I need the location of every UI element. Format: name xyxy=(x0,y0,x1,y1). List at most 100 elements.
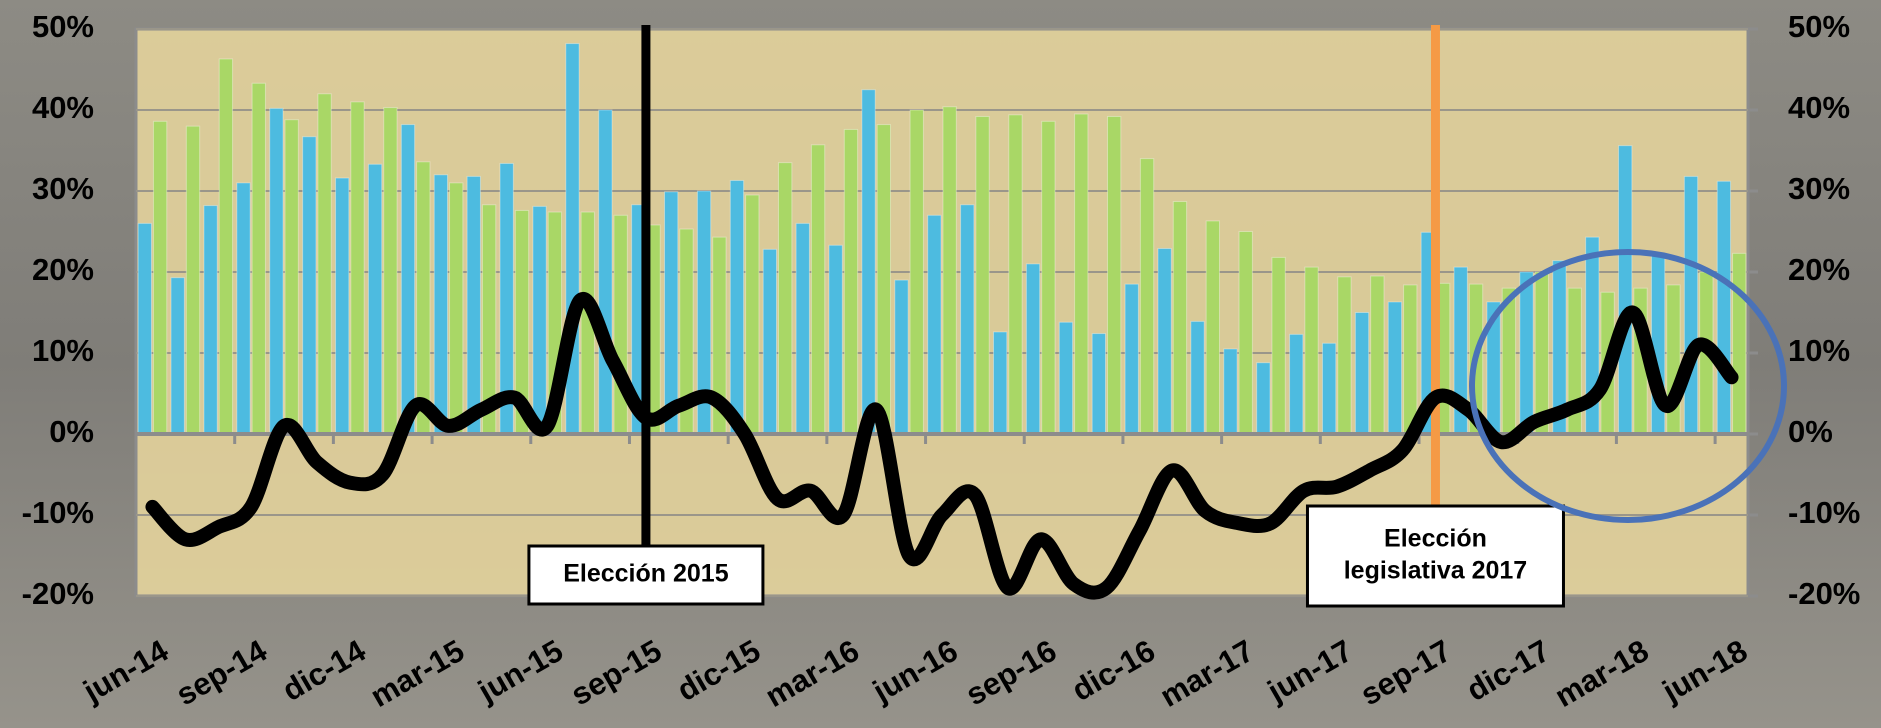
bar xyxy=(186,126,199,434)
bar xyxy=(1158,249,1171,434)
bar xyxy=(351,102,364,434)
y-tick-label: -20% xyxy=(22,576,94,611)
bar xyxy=(237,183,250,434)
bar xyxy=(829,245,842,434)
bar xyxy=(1042,121,1055,434)
bar xyxy=(1717,181,1730,434)
y2-tick-label: -10% xyxy=(1788,495,1860,530)
x-tick-label: mar-16 xyxy=(759,633,865,714)
bar xyxy=(1206,221,1219,434)
bar xyxy=(993,332,1006,434)
bar xyxy=(417,162,430,434)
bar xyxy=(450,183,463,434)
bar xyxy=(1305,267,1318,434)
x-tick-label: dic-16 xyxy=(1066,633,1161,708)
bar xyxy=(1125,284,1138,434)
x-tick-label: mar-18 xyxy=(1549,633,1655,714)
bar xyxy=(1075,114,1088,434)
bar xyxy=(961,205,974,434)
bar xyxy=(138,223,151,434)
y2-tick-label: 50% xyxy=(1788,9,1850,44)
bar xyxy=(895,280,908,434)
bar xyxy=(1173,202,1186,434)
y-tick-label: 10% xyxy=(32,333,94,368)
bar xyxy=(599,110,612,434)
bar xyxy=(171,278,184,434)
bar xyxy=(1619,146,1632,434)
bar xyxy=(1009,115,1022,434)
y2-tick-label: -20% xyxy=(1788,576,1860,611)
y2-tick-label: 10% xyxy=(1788,333,1850,368)
y-tick-label: 40% xyxy=(32,90,94,125)
y-tick-label: 30% xyxy=(32,171,94,206)
bar xyxy=(153,121,166,434)
y-tick-label: 50% xyxy=(32,9,94,44)
x-tick-label: sep-17 xyxy=(1354,633,1457,712)
bar xyxy=(219,59,232,434)
bar xyxy=(928,215,941,434)
y2-tick-label: 30% xyxy=(1788,171,1850,206)
bar xyxy=(434,175,447,434)
bar xyxy=(1388,302,1401,434)
x-tick-label: jun-16 xyxy=(866,633,963,709)
bar xyxy=(746,195,759,434)
bar xyxy=(1140,159,1153,434)
bar xyxy=(1026,264,1039,434)
bar xyxy=(665,192,678,434)
bar xyxy=(1257,363,1270,434)
bar xyxy=(1684,176,1697,434)
x-tick-label: jun-18 xyxy=(1656,633,1753,709)
bar xyxy=(384,108,397,434)
bar xyxy=(336,178,349,434)
y2-tick-label: 20% xyxy=(1788,252,1850,287)
bar xyxy=(1224,349,1237,434)
bar xyxy=(730,180,743,434)
bar xyxy=(976,116,989,434)
bar xyxy=(779,163,792,434)
bar xyxy=(1520,272,1533,434)
annotation-text: Elección xyxy=(1384,525,1487,553)
x-tick-label: jun-17 xyxy=(1261,633,1358,709)
x-tick-label: dic-15 xyxy=(671,633,766,708)
bar xyxy=(1239,232,1252,435)
bar xyxy=(763,249,776,434)
bar xyxy=(252,83,265,434)
bar xyxy=(318,94,331,434)
x-tick-label: mar-15 xyxy=(365,633,471,714)
bar xyxy=(1733,253,1746,434)
bar xyxy=(1290,334,1303,434)
bar xyxy=(1404,285,1417,434)
annotation-text: legislativa 2017 xyxy=(1344,557,1527,585)
bar xyxy=(796,223,809,434)
y2-tick-label: 0% xyxy=(1788,414,1833,449)
bar xyxy=(204,206,217,434)
bar xyxy=(368,164,381,434)
bar xyxy=(285,120,298,434)
x-tick-label: sep-15 xyxy=(565,633,668,712)
bar xyxy=(1322,343,1335,434)
bar xyxy=(533,206,546,434)
bar xyxy=(844,129,857,434)
bar xyxy=(943,107,956,434)
bar xyxy=(401,125,414,434)
y-tick-label: 20% xyxy=(32,252,94,287)
bar xyxy=(862,90,875,434)
x-tick-label: dic-14 xyxy=(276,632,372,707)
y-tick-label: 0% xyxy=(49,414,94,449)
bar xyxy=(1355,313,1368,435)
bar xyxy=(1191,321,1204,434)
bar xyxy=(1502,288,1515,434)
bar xyxy=(303,137,316,434)
bar xyxy=(811,145,824,434)
bar xyxy=(1092,334,1105,434)
bar xyxy=(467,176,480,434)
annotation-text: Elección 2015 xyxy=(563,560,728,588)
bar xyxy=(270,108,283,434)
bar xyxy=(1272,257,1285,434)
x-tick-label: sep-16 xyxy=(960,633,1063,712)
bar xyxy=(1371,276,1384,434)
x-tick-label: jun-15 xyxy=(471,633,568,709)
chart: -20%-10%0%10%20%30%40%50%-20%-10%0%10%20… xyxy=(0,0,1881,728)
bar xyxy=(1107,116,1120,434)
bar xyxy=(877,125,890,434)
